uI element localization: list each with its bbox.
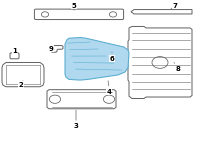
Text: 4: 4	[107, 81, 112, 95]
Text: 9: 9	[49, 46, 54, 52]
Text: 3: 3	[74, 110, 78, 129]
Polygon shape	[65, 37, 129, 80]
Text: 5: 5	[72, 3, 76, 10]
Text: 1: 1	[13, 48, 17, 54]
Text: 7: 7	[171, 3, 177, 9]
Text: 2: 2	[19, 81, 23, 87]
Text: 8: 8	[174, 62, 180, 72]
Text: 6: 6	[110, 52, 114, 62]
